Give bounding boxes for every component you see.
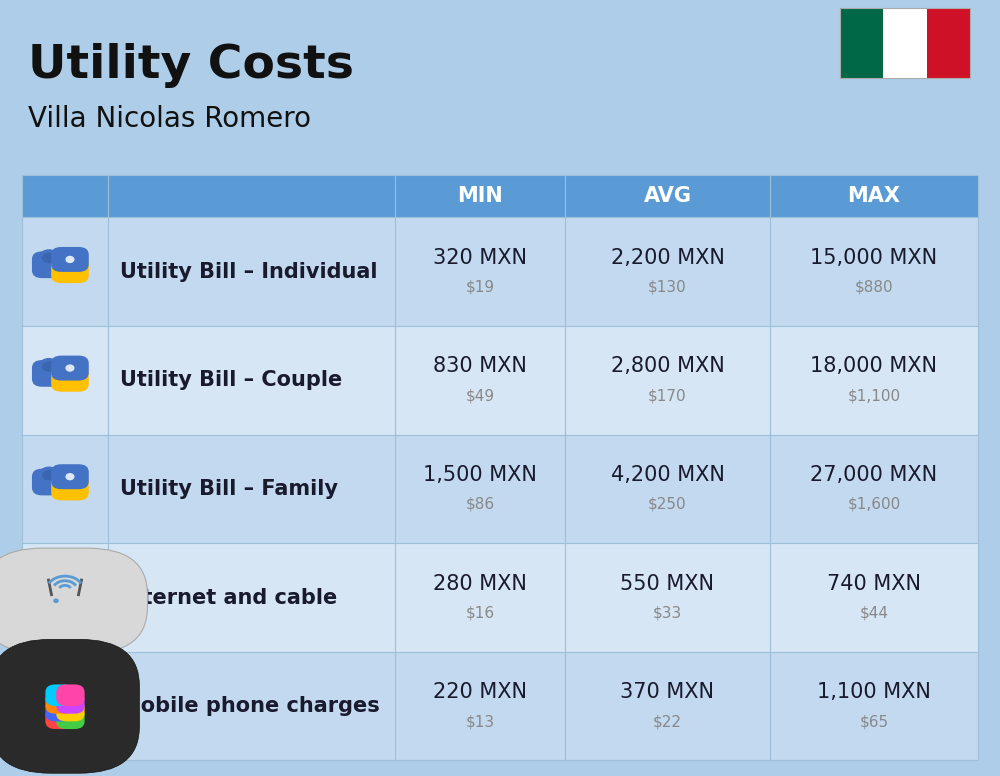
FancyBboxPatch shape [22, 175, 978, 217]
Circle shape [42, 252, 56, 263]
Text: $19: $19 [465, 279, 495, 295]
FancyBboxPatch shape [45, 684, 74, 706]
Text: $65: $65 [859, 714, 889, 729]
Circle shape [66, 256, 74, 262]
FancyBboxPatch shape [22, 326, 978, 435]
FancyBboxPatch shape [22, 543, 978, 652]
Text: $170: $170 [648, 388, 687, 404]
FancyBboxPatch shape [51, 464, 89, 489]
Circle shape [66, 473, 74, 480]
Circle shape [66, 365, 74, 371]
Circle shape [42, 469, 56, 480]
FancyBboxPatch shape [883, 8, 927, 78]
Text: $1,600: $1,600 [847, 497, 901, 512]
FancyBboxPatch shape [32, 251, 66, 278]
Text: MAX: MAX [848, 186, 900, 206]
Text: 370 MXN: 370 MXN [620, 682, 714, 702]
Text: Mobile phone charges: Mobile phone charges [120, 696, 380, 716]
Text: $22: $22 [653, 714, 682, 729]
Text: $86: $86 [465, 497, 495, 512]
Text: Utility Costs: Utility Costs [28, 43, 354, 88]
FancyBboxPatch shape [51, 247, 89, 272]
FancyBboxPatch shape [0, 548, 148, 653]
FancyBboxPatch shape [56, 708, 85, 729]
FancyBboxPatch shape [51, 257, 89, 283]
Text: AVG: AVG [644, 186, 692, 206]
Text: 220 MXN: 220 MXN [433, 682, 527, 702]
FancyBboxPatch shape [56, 700, 85, 722]
Circle shape [42, 361, 56, 372]
FancyBboxPatch shape [45, 708, 74, 729]
FancyBboxPatch shape [56, 684, 85, 706]
Text: $44: $44 [860, 605, 889, 621]
FancyBboxPatch shape [32, 469, 66, 495]
Text: $880: $880 [855, 279, 893, 295]
Text: $1,100: $1,100 [847, 388, 901, 404]
Text: 830 MXN: 830 MXN [433, 356, 527, 376]
FancyBboxPatch shape [51, 355, 89, 380]
Text: 2,200 MXN: 2,200 MXN [611, 248, 724, 268]
Text: 1,500 MXN: 1,500 MXN [423, 465, 537, 485]
Circle shape [42, 469, 56, 480]
FancyBboxPatch shape [32, 360, 66, 386]
Circle shape [54, 599, 58, 602]
Circle shape [42, 252, 56, 263]
Text: Utility Bill – Individual: Utility Bill – Individual [120, 262, 378, 282]
FancyBboxPatch shape [56, 692, 85, 714]
Text: $13: $13 [465, 714, 495, 729]
FancyBboxPatch shape [45, 700, 74, 722]
Text: $250: $250 [648, 497, 687, 512]
Circle shape [42, 361, 56, 372]
Text: 280 MXN: 280 MXN [433, 573, 527, 594]
FancyBboxPatch shape [22, 435, 978, 543]
Text: 740 MXN: 740 MXN [827, 573, 921, 594]
Text: 15,000 MXN: 15,000 MXN [810, 248, 938, 268]
FancyBboxPatch shape [51, 365, 89, 392]
FancyBboxPatch shape [22, 652, 978, 760]
FancyBboxPatch shape [840, 8, 883, 78]
Text: 550 MXN: 550 MXN [620, 573, 714, 594]
Text: 18,000 MXN: 18,000 MXN [810, 356, 938, 376]
Text: $33: $33 [653, 605, 682, 621]
Text: Villa Nicolas Romero: Villa Nicolas Romero [28, 105, 311, 133]
FancyBboxPatch shape [54, 690, 76, 723]
Text: MIN: MIN [457, 186, 503, 206]
Text: 27,000 MXN: 27,000 MXN [810, 465, 938, 485]
Text: Utility Bill – Couple: Utility Bill – Couple [120, 370, 342, 390]
FancyBboxPatch shape [45, 692, 74, 714]
Text: Utility Bill – Family: Utility Bill – Family [120, 479, 338, 499]
Text: $49: $49 [465, 388, 495, 404]
FancyBboxPatch shape [51, 474, 89, 501]
Text: 4,200 MXN: 4,200 MXN [611, 465, 724, 485]
FancyBboxPatch shape [927, 8, 970, 78]
Text: 1,100 MXN: 1,100 MXN [817, 682, 931, 702]
Text: 320 MXN: 320 MXN [433, 248, 527, 268]
Text: Internet and cable: Internet and cable [120, 587, 337, 608]
Text: $16: $16 [465, 605, 495, 621]
Text: $130: $130 [648, 279, 687, 295]
Text: 2,800 MXN: 2,800 MXN [611, 356, 724, 376]
FancyBboxPatch shape [22, 217, 978, 326]
FancyBboxPatch shape [0, 639, 139, 773]
